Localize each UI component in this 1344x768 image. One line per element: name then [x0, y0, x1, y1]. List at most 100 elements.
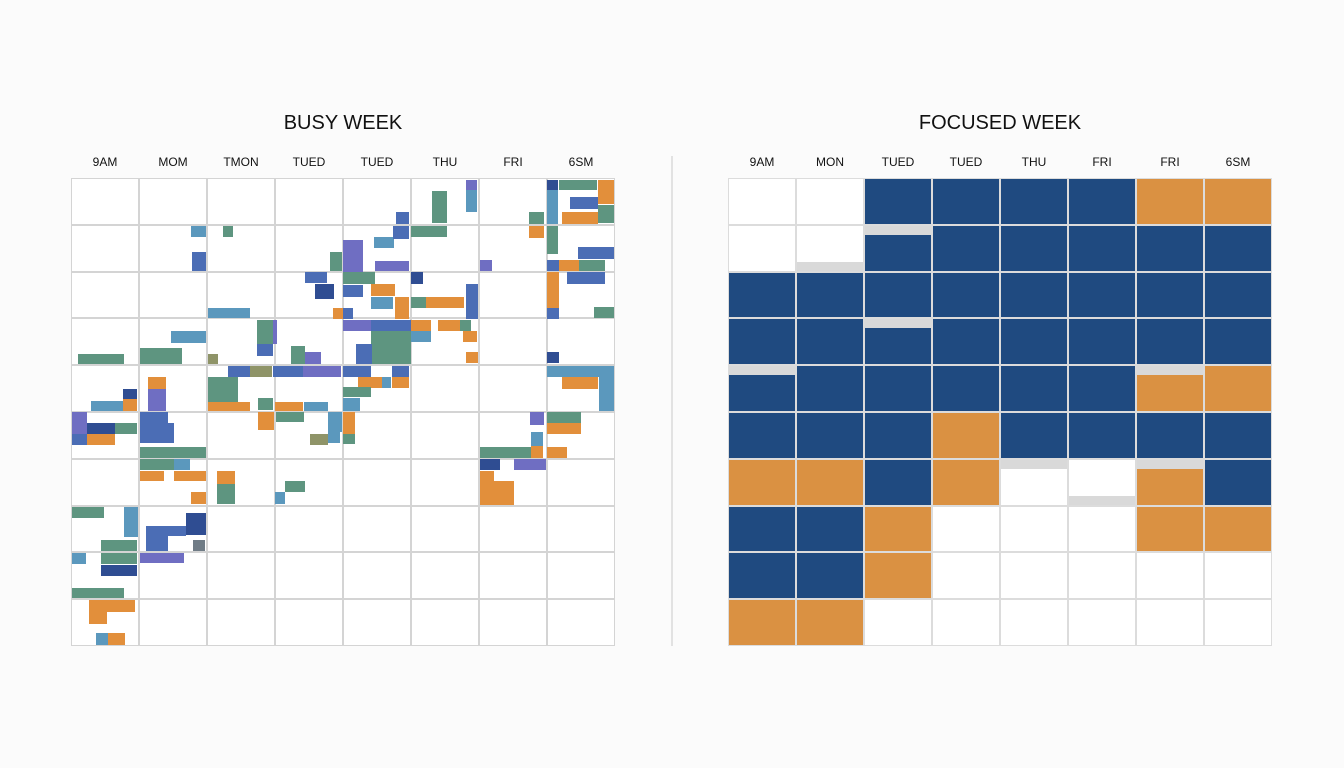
focus-block [728, 552, 796, 600]
calendar-cell [343, 224, 411, 272]
focus-block [728, 365, 796, 412]
calendar-cell [479, 178, 547, 225]
column-header: THU [432, 155, 458, 169]
focus-block [796, 552, 864, 600]
focus-block [728, 505, 796, 553]
calendar-cell [411, 318, 479, 366]
column-header: FRI [503, 155, 523, 169]
calendar-cell [479, 271, 547, 319]
calendar-cell [139, 505, 207, 553]
column-header: TMON [223, 155, 259, 169]
calendar-cell [343, 599, 411, 646]
focused-week-grid [728, 178, 1272, 646]
empty-cell [1068, 505, 1136, 553]
calendar-cell [411, 224, 479, 272]
calendar-cell [71, 458, 139, 506]
empty-cell [1136, 552, 1204, 600]
focus-block [932, 318, 1000, 366]
empty-cell [1204, 599, 1272, 646]
focus-block [1068, 411, 1136, 459]
calendar-cell [411, 552, 479, 600]
calendar-cell [71, 271, 139, 319]
focus-block [796, 365, 864, 412]
focus-block [932, 224, 1000, 272]
calendar-cell [479, 458, 547, 506]
column-header: TUED [881, 155, 915, 169]
column-header: 9AM [749, 155, 775, 169]
focus-block [1068, 318, 1136, 366]
calendar-cell [71, 318, 139, 366]
calendar-cell [207, 271, 275, 319]
calendar-cell [547, 599, 615, 646]
calendar-cell [479, 224, 547, 272]
focus-block [1204, 224, 1272, 272]
column-header: 9AM [92, 155, 118, 169]
calendar-cell [547, 318, 615, 366]
empty-cell [1204, 552, 1272, 600]
calendar-cell [343, 552, 411, 600]
calendar-cell [547, 365, 615, 412]
meeting-block [864, 552, 932, 600]
calendar-cell [139, 178, 207, 225]
calendar-cell [411, 178, 479, 225]
focus-block [864, 318, 932, 366]
focus-block [864, 178, 932, 225]
focus-block [1204, 318, 1272, 366]
calendar-cell [343, 318, 411, 366]
calendar-cell [139, 365, 207, 412]
calendar-cell [207, 178, 275, 225]
column-header: FRI [1092, 155, 1112, 169]
calendar-cell [547, 505, 615, 553]
column-header: 6SM [568, 155, 594, 169]
calendar-cell [547, 411, 615, 459]
empty-cell [932, 505, 1000, 553]
focus-block [864, 271, 932, 319]
meeting-block [796, 599, 864, 646]
calendar-cell [275, 458, 343, 506]
focus-block [932, 178, 1000, 225]
calendar-cell [275, 599, 343, 646]
calendar-cell [411, 271, 479, 319]
focus-block [1204, 411, 1272, 459]
empty-cell [1000, 599, 1068, 646]
empty-cell [796, 178, 864, 225]
empty-cell [728, 178, 796, 225]
calendar-cell [479, 505, 547, 553]
calendar-cell [71, 224, 139, 272]
focus-block [1136, 318, 1204, 366]
calendar-cell [275, 505, 343, 553]
calendar-cell [71, 505, 139, 553]
column-header: MOM [158, 155, 188, 169]
calendar-cell [411, 365, 479, 412]
calendar-cell [139, 411, 207, 459]
calendar-cell [207, 365, 275, 412]
empty-cell [1068, 599, 1136, 646]
calendar-cell [207, 505, 275, 553]
empty-cell [1000, 458, 1068, 506]
focus-block [1204, 271, 1272, 319]
focus-block [1068, 271, 1136, 319]
calendar-cell [343, 178, 411, 225]
calendar-cell [275, 178, 343, 225]
empty-cell [1068, 458, 1136, 506]
calendar-cell [275, 318, 343, 366]
meeting-block [932, 411, 1000, 459]
calendar-cell [139, 599, 207, 646]
calendar-cell [275, 271, 343, 319]
empty-cell [932, 599, 1000, 646]
column-header: TUED [360, 155, 394, 169]
meeting-block [1204, 505, 1272, 553]
empty-cell [1000, 552, 1068, 600]
calendar-cell [479, 318, 547, 366]
calendar-cell [139, 224, 207, 272]
meeting-block [1136, 178, 1204, 225]
column-header: 6SM [1225, 155, 1251, 169]
calendar-cell [343, 505, 411, 553]
focus-block [728, 318, 796, 366]
calendar-cell [71, 365, 139, 412]
calendar-cell [411, 599, 479, 646]
empty-cell [728, 224, 796, 272]
calendar-cell [139, 271, 207, 319]
calendar-cell [275, 552, 343, 600]
calendar-cell [207, 552, 275, 600]
